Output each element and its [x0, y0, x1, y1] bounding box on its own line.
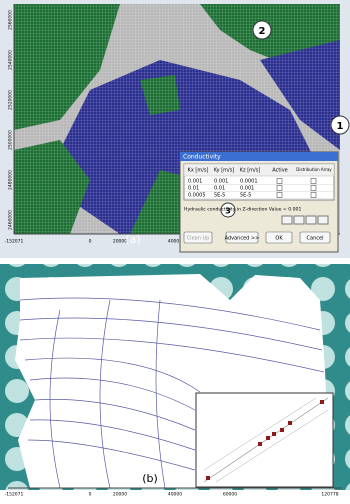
inset-scatter	[195, 392, 334, 488]
button[interactable]	[225, 231, 259, 244]
y-tick-label: 2560000	[8, 10, 14, 30]
header-row	[183, 163, 335, 177]
button[interactable]	[281, 215, 293, 225]
x-tick-label: 120778	[321, 492, 338, 498]
inset-frame	[195, 392, 334, 488]
x-tick-label: 20000	[113, 492, 127, 498]
arrow-buttons	[281, 215, 329, 225]
button-label[interactable]: Advanced >>	[225, 236, 260, 242]
y-tick-label: 2500000	[8, 130, 14, 150]
panel-label: (a)	[125, 233, 140, 246]
x-tick-label: -152071	[5, 239, 24, 245]
checkbox[interactable]	[310, 185, 317, 191]
button-label[interactable]: Clean Up	[187, 236, 210, 242]
x-tick-label: -152071	[5, 492, 24, 498]
checkbox[interactable]	[310, 178, 317, 184]
cell: 0.001	[214, 179, 228, 185]
callout-number: 1	[337, 121, 344, 132]
callout	[330, 115, 350, 135]
cell: 0.001	[188, 179, 202, 185]
points	[206, 400, 324, 480]
x-tick-label: 0	[89, 492, 92, 498]
button[interactable]	[317, 215, 329, 225]
callout-number: 3	[225, 207, 231, 216]
y-tick-label: 2520000	[8, 90, 14, 110]
column-header: Ky [m/s]	[214, 168, 235, 174]
y-tick-label: 2460000	[8, 210, 14, 230]
dialog-titlebar	[180, 152, 338, 161]
column-header: Active	[272, 168, 287, 174]
column-header: Kx [m/s]	[188, 168, 209, 174]
button[interactable]	[183, 231, 213, 244]
checkbox[interactable]	[276, 192, 283, 198]
bound-line	[215, 409, 329, 483]
x-tick-label: 40000	[168, 239, 182, 245]
cell: 0.0005	[188, 193, 206, 199]
callout	[252, 20, 272, 40]
panel-label: (b)	[142, 472, 158, 485]
contours	[19, 297, 325, 489]
y-tick-label: 2540000	[8, 50, 14, 70]
checkbox[interactable]	[310, 192, 317, 198]
button-label[interactable]: Cancel	[307, 236, 324, 242]
callout-number: 2	[259, 26, 266, 37]
column-header: Distribution Array	[296, 167, 332, 172]
column-header: Kz [m/s]	[240, 168, 261, 174]
y-tick-label: 2480000	[8, 170, 14, 190]
checkbox[interactable]	[276, 178, 283, 184]
checkbox[interactable]	[276, 185, 283, 191]
cell: 0.001	[240, 186, 254, 192]
button-label[interactable]: OK	[275, 236, 283, 242]
cell: 5E-5	[240, 193, 251, 199]
panel-b: -152071 0 20000 40000 60000 120778 (b)	[0, 264, 350, 498]
conductivity-dialog: Conductivity Kx [m/s] Ky [m/s] Kz [m/s] Act…	[179, 151, 339, 253]
panel-a: 2560000 2540000 2520000 2500000 2480000 24600…	[0, 0, 350, 258]
cell: 0.01	[188, 186, 199, 192]
x-tick-label: 20000	[113, 239, 127, 245]
button[interactable]	[293, 215, 305, 225]
status-text: Hydraulic conductivity in Z-direction Va…	[184, 207, 301, 213]
cell: 0.01	[214, 186, 225, 192]
cell: 0.0001	[240, 179, 258, 185]
button[interactable]	[265, 231, 293, 244]
button[interactable]	[299, 231, 331, 244]
dialog-title: Conductivity	[183, 154, 221, 161]
bound-line	[203, 397, 317, 471]
button[interactable]	[305, 215, 317, 225]
x-tick-label: 0	[89, 239, 92, 245]
x-tick-label: 60000	[223, 492, 237, 498]
cell: 5E-5	[214, 193, 225, 199]
callout	[220, 202, 236, 218]
x-tick-label: 40000	[168, 492, 182, 498]
